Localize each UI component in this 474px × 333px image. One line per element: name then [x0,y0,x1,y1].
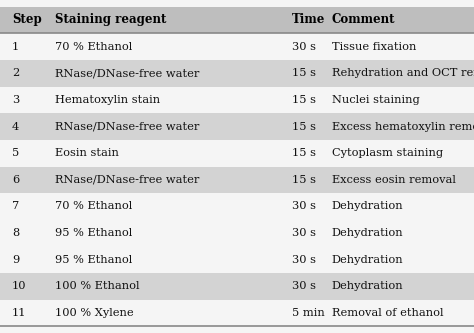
Bar [0,246,474,273]
Text: 15 s: 15 s [292,122,316,132]
Text: Dehydration: Dehydration [332,201,403,211]
Text: Comment: Comment [332,13,395,27]
Text: 100 % Ethanol: 100 % Ethanol [55,281,139,291]
Text: 3: 3 [12,95,19,105]
Text: Hematoxylin stain: Hematoxylin stain [55,95,160,105]
Bar [0,166,474,193]
Bar [0,7,474,33]
Text: 95 % Ethanol: 95 % Ethanol [55,228,132,238]
Text: 100 % Xylene: 100 % Xylene [55,308,133,318]
Text: 30 s: 30 s [292,42,316,52]
Bar [0,193,474,220]
Text: 8: 8 [12,228,19,238]
Text: RNase/DNase-free water: RNase/DNase-free water [55,122,199,132]
Text: 15 s: 15 s [292,95,316,105]
Text: 2: 2 [12,68,19,78]
Text: 30 s: 30 s [292,281,316,291]
Text: Time: Time [292,13,325,27]
Bar [0,300,474,326]
Text: 6: 6 [12,175,19,185]
Text: Excess eosin removal: Excess eosin removal [332,175,456,185]
Text: Eosin stain: Eosin stain [55,148,118,158]
Text: Step: Step [12,13,42,27]
Text: 5: 5 [12,148,19,158]
Text: RNase/DNase-free water: RNase/DNase-free water [55,175,199,185]
Text: Removal of ethanol: Removal of ethanol [332,308,443,318]
Bar [0,273,474,300]
Text: 15 s: 15 s [292,68,316,78]
Text: 10: 10 [12,281,27,291]
Text: Excess hematoxylin removal: Excess hematoxylin removal [332,122,474,132]
Text: 4: 4 [12,122,19,132]
Bar [0,60,474,87]
Text: 9: 9 [12,255,19,265]
Text: Dehydration: Dehydration [332,255,403,265]
Text: Nuclei staining: Nuclei staining [332,95,419,105]
Text: 30 s: 30 s [292,255,316,265]
Text: 15 s: 15 s [292,175,316,185]
Text: Tissue fixation: Tissue fixation [332,42,416,52]
Text: 30 s: 30 s [292,228,316,238]
Text: Rehydration and OCT removal: Rehydration and OCT removal [332,68,474,78]
Text: 11: 11 [12,308,27,318]
Bar [0,140,474,166]
Bar [0,220,474,246]
Bar [0,87,474,113]
Text: 70 % Ethanol: 70 % Ethanol [55,201,132,211]
Text: 95 % Ethanol: 95 % Ethanol [55,255,132,265]
Text: 1: 1 [12,42,19,52]
Bar [0,33,474,60]
Text: RNase/DNase-free water: RNase/DNase-free water [55,68,199,78]
Text: 30 s: 30 s [292,201,316,211]
Text: Staining reagent: Staining reagent [55,13,166,27]
Text: 15 s: 15 s [292,148,316,158]
Bar [0,113,474,140]
Text: 70 % Ethanol: 70 % Ethanol [55,42,132,52]
Text: Cytoplasm staining: Cytoplasm staining [332,148,443,158]
Text: Dehydration: Dehydration [332,228,403,238]
Text: Dehydration: Dehydration [332,281,403,291]
Text: 7: 7 [12,201,19,211]
Text: 5 min: 5 min [292,308,324,318]
